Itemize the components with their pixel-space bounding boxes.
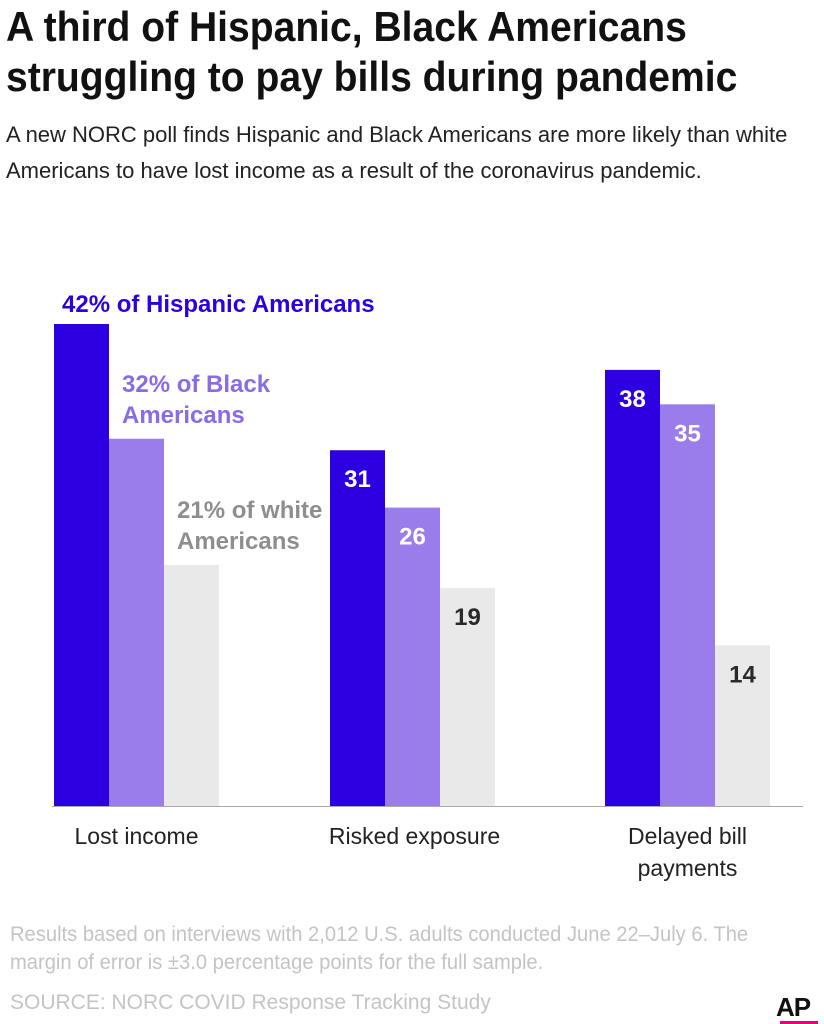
bar-white-1 [164, 565, 219, 806]
chart-title: A third of Hispanic, Black Americans str… [6, 3, 738, 100]
bar-chart: 42% of Hispanic Americans 31 38 32% of Blac… [52, 291, 803, 881]
ap-logo-underline [780, 1021, 818, 1024]
data-label-hispanic-1: 42% of Hispanic Americans [62, 291, 375, 318]
bar-black-2 [385, 507, 440, 806]
data-label-black-1: 32% of Black Americans [122, 371, 271, 429]
chart-subtitle: A new NORC poll finds Hispanic and Black… [6, 122, 788, 183]
category-label-1: Lost income [74, 823, 198, 849]
data-label-white-2: 19 [454, 604, 481, 631]
ap-logo-text: AP [776, 992, 811, 1022]
data-label-black-3: 35 [674, 420, 701, 447]
category-label-2: Risked exposure [329, 823, 500, 849]
data-label-white-1: 21% of white Americans [177, 497, 322, 555]
bar-black-3 [660, 404, 715, 806]
bar-white-2 [440, 587, 495, 806]
data-label-black-2: 26 [399, 524, 426, 551]
data-label-white-3: 14 [729, 661, 756, 688]
data-label-hispanic-2: 31 [344, 466, 371, 493]
bar-hispanic-2 [330, 450, 385, 806]
bar-hispanic-1 [54, 324, 109, 806]
category-label-3: Delayed bill payments [628, 823, 747, 881]
bar-white-3 [715, 645, 770, 806]
bar-hispanic-3 [605, 369, 660, 806]
data-label-hispanic-3: 38 [619, 386, 646, 413]
bar-black-1 [109, 438, 164, 806]
source-note: SOURCE: NORC COVID Response Tracking Stu… [10, 991, 491, 1014]
ap-logo: AP [776, 992, 820, 1024]
methodology-note: Results based on interviews with 2,012 U… [10, 923, 749, 974]
